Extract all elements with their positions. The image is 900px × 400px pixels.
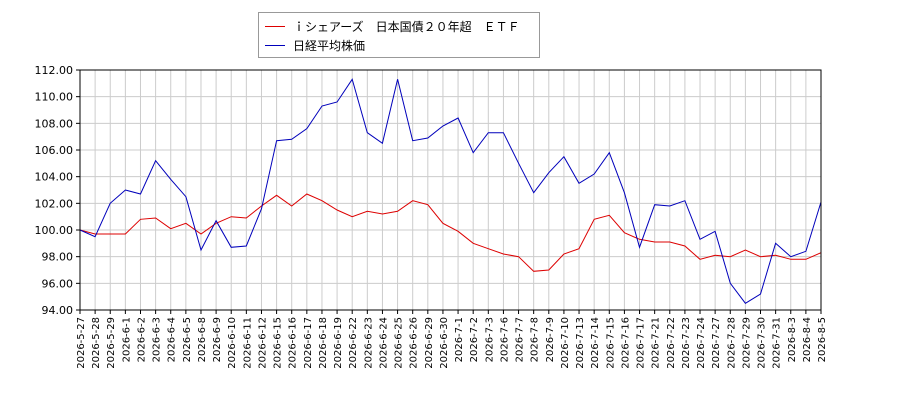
x-tick-label: 2026-7-3 [484, 317, 495, 362]
x-tick-label: 2026-6-19 [333, 317, 344, 369]
x-tick-label: 2026-7-23 [681, 317, 692, 369]
x-tick-label: 2026-7-29 [741, 317, 752, 369]
legend-swatch-red [265, 25, 285, 27]
x-tick-label: 2026-6-12 [257, 317, 268, 369]
y-tick-label: 96.00 [42, 277, 74, 290]
x-tick-label: 2026-7-9 [545, 317, 556, 362]
x-tick-label: 2026-7-2 [469, 317, 480, 362]
x-tick-label: 2026-5-29 [106, 317, 117, 369]
y-tick-label: 104.00 [35, 171, 74, 184]
x-tick-label: 2026-7-13 [575, 317, 586, 369]
x-tick-label: 2026-6-17 [303, 317, 314, 369]
grid-lines [79, 69, 822, 311]
y-tick-label: 98.00 [42, 251, 74, 264]
x-tick-label: 2026-7-21 [651, 317, 662, 369]
x-tick-label: 2026-6-26 [409, 317, 420, 369]
series-line-0 [79, 193, 822, 272]
legend-item-nikkei: 日経平均株価 [265, 36, 365, 54]
x-tick-label: 2026-6-10 [227, 317, 238, 369]
x-tick-label: 2026-7-17 [636, 317, 647, 369]
x-tick-label: 2026-7-28 [726, 317, 737, 369]
x-tick-label: 2026-5-27 [76, 317, 87, 369]
x-tick-label: 2026-7-6 [499, 317, 510, 362]
y-axis-ticks: 94.00 96.00 98.00 100.00 102.00 104.00 106.00 1… [35, 64, 80, 317]
x-tick-label: 2026-7-24 [696, 317, 707, 369]
x-tick-label: 2026-6-11 [242, 317, 253, 369]
x-tick-label: 2026-6-22 [348, 317, 359, 369]
y-tick-label: 110.00 [35, 91, 74, 104]
plot-frame [79, 69, 822, 311]
x-tick-label: 2026-6-1 [121, 317, 132, 362]
x-tick-label: 2026-6-8 [197, 317, 208, 362]
x-tick-label: 2026-7-10 [560, 317, 571, 369]
y-tick-label: 108.00 [35, 117, 74, 130]
y-tick-label: 100.00 [35, 224, 74, 237]
x-tick-label: 2026-6-9 [212, 317, 223, 362]
x-tick-label: 2026-7-30 [757, 317, 768, 369]
x-tick-label: 2026-6-3 [152, 317, 163, 362]
x-tick-label: 2026-7-1 [454, 317, 465, 362]
legend-item-jgb-etf: ｉシェアーズ 日本国債２０年超 ＥＴＦ [265, 17, 520, 35]
x-tick-label: 2026-8-3 [787, 317, 798, 362]
x-tick-label: 2026-7-7 [515, 317, 526, 362]
y-tick-label: 106.00 [35, 144, 74, 157]
x-tick-label: 2026-7-8 [530, 317, 541, 362]
x-tick-label: 2026-7-16 [620, 317, 631, 369]
x-tick-label: 2026-7-14 [590, 317, 601, 369]
x-tick-label: 2026-6-25 [394, 317, 405, 369]
legend-swatch-blue [265, 44, 285, 46]
x-tick-label: 2026-6-23 [363, 317, 374, 369]
series-line-1 [79, 78, 822, 304]
x-tick-label: 2026-6-2 [136, 317, 147, 362]
x-tick-label: 2026-6-29 [424, 317, 435, 369]
x-tick-label: 2026-8-4 [802, 317, 813, 362]
x-tick-label: 2026-6-16 [288, 317, 299, 369]
x-tick-label: 2026-6-5 [182, 317, 193, 362]
y-tick-label: 102.00 [35, 197, 74, 210]
legend-label-jgb-etf: ｉシェアーズ 日本国債２０年超 ＥＴＦ [293, 19, 520, 34]
x-tick-label: 2026-6-4 [167, 317, 178, 362]
y-tick-label: 112.00 [35, 64, 74, 77]
series-lines [79, 78, 822, 304]
x-tick-label: 2026-7-22 [666, 317, 677, 369]
x-tick-label: 2026-6-18 [318, 317, 329, 369]
x-tick-label: 2026-6-15 [273, 317, 284, 369]
y-tick-label: 94.00 [42, 304, 74, 317]
x-tick-label: 2026-7-31 [772, 317, 783, 369]
legend: ｉシェアーズ 日本国債２０年超 ＥＴＦ 日経平均株価 [258, 12, 540, 58]
x-tick-label: 2026-6-24 [378, 317, 389, 369]
x-tick-label: 2026-5-28 [91, 317, 102, 369]
x-tick-label: 2026-7-15 [605, 317, 616, 369]
legend-label-nikkei: 日経平均株価 [293, 38, 366, 53]
x-tick-label: 2026-8-5 [817, 317, 828, 362]
x-tick-label: 2026-6-30 [439, 317, 450, 369]
x-axis-ticks: 2026-5-27 2026-5-28 2026-5-29 2026-6-1 2026-… [76, 310, 828, 369]
x-tick-label: 2026-7-27 [711, 317, 722, 369]
